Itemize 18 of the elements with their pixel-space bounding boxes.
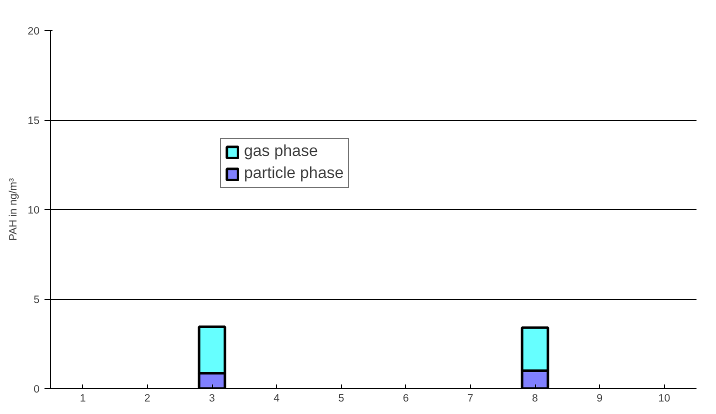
x-tick-label: 9 (596, 392, 603, 404)
x-tick-label: 2 (144, 392, 150, 404)
y-axis-title: PAH in ng/m³ (8, 178, 20, 241)
x-tick-label: 1 (80, 392, 86, 404)
y-tick-label: 15 (28, 115, 40, 127)
x-tick-label: 5 (338, 392, 344, 404)
x-tick-label: 3 (209, 392, 216, 404)
x-tick-label: 8 (532, 392, 538, 404)
y-tick-label: 5 (34, 294, 40, 306)
x-tick-label: 4 (274, 392, 280, 404)
y-tick-label: 10 (28, 204, 40, 216)
x-tick-label: 6 (402, 392, 409, 404)
legend-label: gas phase (244, 143, 318, 161)
x-tick-label: 7 (467, 392, 474, 404)
y-tick-label: 0 (34, 384, 40, 396)
x-tick-label: 10 (658, 392, 670, 404)
y-tick-label: 20 (28, 26, 40, 38)
legend-label: particle phase (244, 165, 344, 183)
